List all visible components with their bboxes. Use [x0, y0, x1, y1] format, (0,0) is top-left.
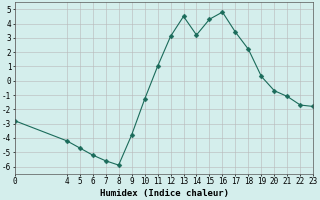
- X-axis label: Humidex (Indice chaleur): Humidex (Indice chaleur): [100, 189, 228, 198]
